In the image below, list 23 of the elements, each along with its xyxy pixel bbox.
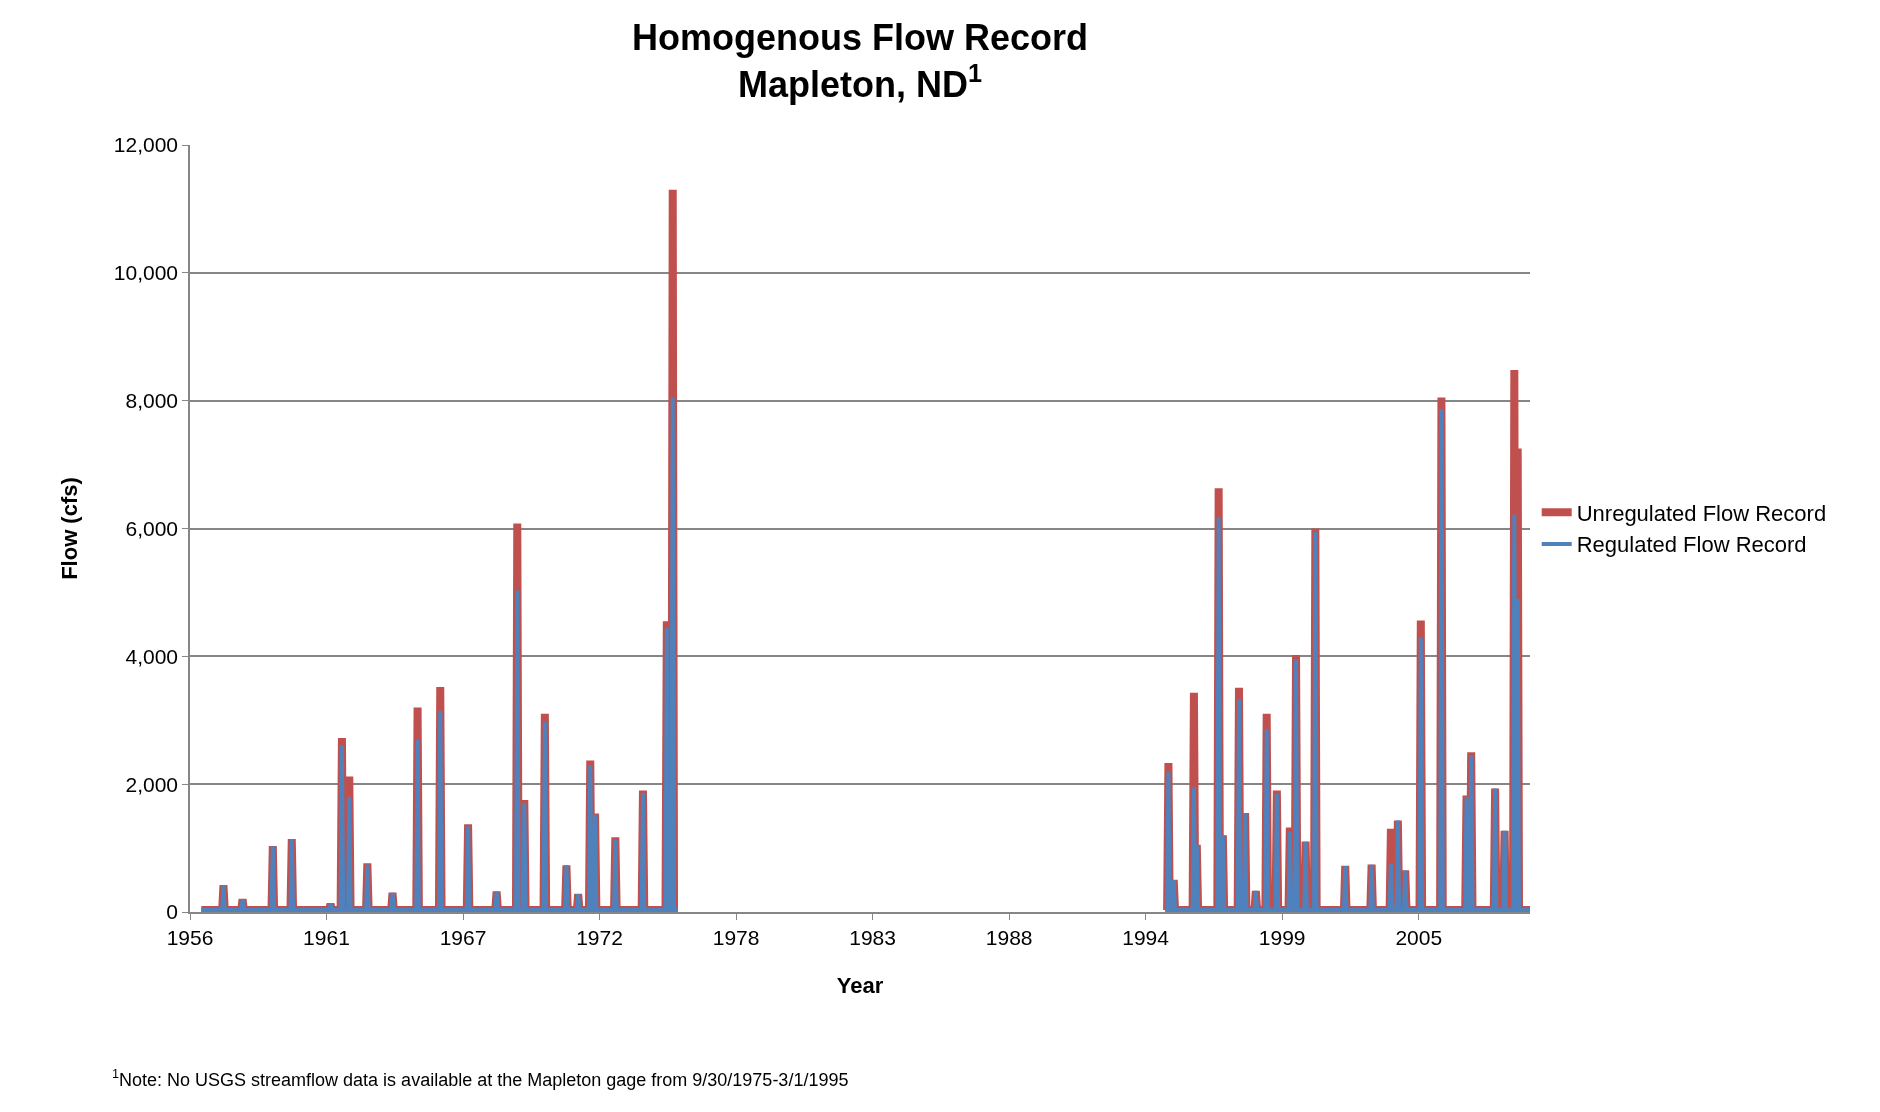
- y-tick-label: 12,000: [113, 133, 179, 157]
- x-tick-label: 1972: [576, 925, 623, 949]
- x-tick-label: 1988: [985, 925, 1033, 949]
- y-tick-label: 0: [166, 900, 179, 924]
- x-tick-label: 1961: [303, 925, 350, 949]
- chart-title: Homogenous Flow Record Mapleton, ND$^{1}$: [631, 17, 1089, 105]
- legend-label: Unregulated Flow Record: [1576, 500, 1827, 526]
- y-tick-label: 6,000: [125, 516, 179, 540]
- x-tick-label: 1956: [166, 925, 214, 949]
- legend-label: Regulated Flow Record: [1576, 532, 1807, 558]
- x-tick-label: 1978: [712, 925, 760, 949]
- y-tick-label: 4,000: [125, 644, 179, 668]
- x-tick-label: 1983: [849, 925, 896, 949]
- x-axis-title: Year: [836, 973, 884, 999]
- x-tick-label: 1967: [439, 925, 487, 949]
- x-tick-label: 2005: [1395, 925, 1443, 949]
- y-axis-title: Flow (cfs): [57, 477, 83, 580]
- x-tick-label: 1999: [1258, 925, 1306, 949]
- text: $^{1}$Note: No USGS streamflow data is available at the Mapleton gage from 9/30/1975-3/1/1995: [112, 1067, 849, 1090]
- x-tick-label: 1994: [1122, 925, 1170, 949]
- y-tick-label: 10,000: [113, 261, 179, 285]
- y-tick-label: 2,000: [125, 772, 179, 796]
- y-tick-label: 8,000: [125, 389, 179, 413]
